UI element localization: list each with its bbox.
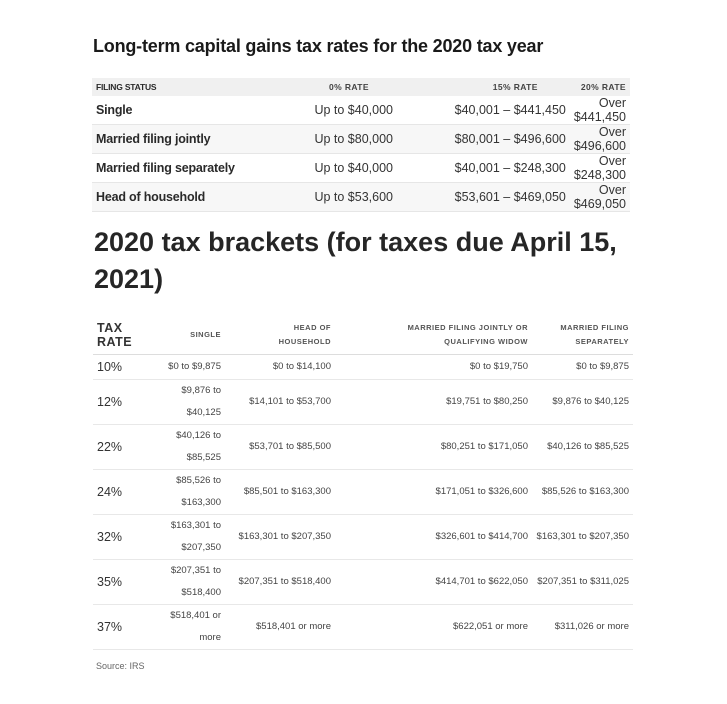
single-cell: $207,351 to $518,400 (149, 559, 225, 605)
single-cell-line1: $207,351 to (170, 565, 221, 576)
capital-gains-header-row: FILING STATUS 0% RATE 15% RATE 20% RATE (92, 78, 630, 96)
header-20-rate: 20% RATE (569, 78, 630, 96)
rate-0-cell: Up to $40,000 (247, 153, 397, 183)
capital-gains-title: Long-term capital gains tax rates for th… (93, 36, 544, 56)
table-row: 37% $518,401 or more $518,401 or more $6… (93, 604, 633, 650)
table-row: 35% $207,351 to $518,400 $207,351 to $51… (93, 559, 633, 605)
single-cell: $163,301 to $207,350 (149, 514, 225, 560)
table-row: Married filing jointly Up to $80,000 $80… (92, 124, 630, 154)
head-of-household-cell: $53,701 to $85,500 (225, 424, 335, 470)
single-cell-line2: $163,300 (181, 497, 221, 508)
tax-brackets-title: 2020 tax brackets (for taxes due April 1… (94, 227, 617, 294)
single-cell-line1: $163,301 to (170, 520, 221, 531)
married-separately-cell: $311,026 or more (532, 604, 633, 650)
rate-20-cell: Over $496,600 (569, 124, 630, 154)
tax-rate-cell: 24% (93, 469, 149, 515)
single-cell: $0 to $9,875 (149, 354, 225, 380)
married-jointly-cell: $414,701 to $622,050 (335, 559, 532, 605)
head-of-household-cell: $0 to $14,100 (225, 354, 335, 380)
table-row: Head of household Up to $53,600 $53,601 … (92, 182, 630, 212)
single-cell-line2: more (199, 632, 221, 643)
filing-status-cell: Single (92, 96, 248, 125)
married-jointly-cell: $171,051 to $326,600 (335, 469, 532, 515)
married-jointly-cell: $622,051 or more (335, 604, 532, 650)
rate-0-cell: Up to $40,000 (247, 96, 397, 125)
header-married-filing-jointly: MARRIED FILING JOINTLY OR QUALIFYING WID… (335, 316, 532, 355)
single-cell: $85,526 to $163,300 (149, 469, 225, 515)
filing-status-cell: Head of household (92, 182, 248, 212)
table-row: Married filing separately Up to $40,000 … (92, 153, 630, 183)
table-row: 22% $40,126 to $85,525 $53,701 to $85,50… (93, 424, 633, 470)
single-cell-line1: $9,876 to (181, 385, 221, 396)
header-head-of-household: HEAD OF HOUSEHOLD (225, 316, 335, 355)
single-cell-line1: $85,526 to (176, 475, 221, 486)
header-15-rate: 15% RATE (396, 78, 570, 96)
rate-0-cell: Up to $53,600 (247, 182, 397, 212)
married-separately-cell: $0 to $9,875 (532, 354, 633, 380)
filing-status-cell: Married filing separately (92, 153, 248, 183)
header-tax-rate-line1: TAX (97, 321, 123, 335)
tax-rate-cell: 32% (93, 514, 149, 560)
married-jointly-cell: $326,601 to $414,700 (335, 514, 532, 560)
rate-15-cell: $80,001 – $496,600 (396, 124, 570, 154)
header-mfs-line2: SEPARATELY (575, 337, 629, 346)
single-cell-line2: $40,125 (186, 407, 221, 418)
single-cell-line2: $518,400 (181, 587, 221, 598)
table-row: 12% $9,876 to $40,125 $14,101 to $53,700… (93, 379, 633, 425)
table-row: Single Up to $40,000 $40,001 – $441,450 … (92, 96, 630, 125)
table-row: 24% $85,526 to $163,300 $85,501 to $163,… (93, 469, 633, 515)
header-mfs-line1: MARRIED FILING (560, 323, 629, 332)
capital-gains-table: FILING STATUS 0% RATE 15% RATE 20% RATE … (92, 78, 630, 212)
header-hoh-line1: HEAD OF (293, 323, 331, 332)
tax-brackets-table: TAX RATE SINGLE HEAD OF HOUSEHOLD MARRIE… (93, 316, 633, 650)
rate-15-cell: $40,001 – $248,300 (396, 153, 570, 183)
married-separately-cell: $9,876 to $40,125 (532, 379, 633, 425)
source-note: Source: IRS (96, 661, 145, 671)
tax-rate-cell: 12% (93, 379, 149, 425)
single-cell: $9,876 to $40,125 (149, 379, 225, 425)
single-cell-line1: $40,126 to (176, 430, 221, 441)
single-cell-line1: $518,401 or (170, 610, 221, 621)
tax-rate-cell: 37% (93, 604, 149, 650)
tax-rate-cell: 10% (93, 354, 149, 380)
married-jointly-cell: $0 to $19,750 (335, 354, 532, 380)
married-separately-cell: $163,301 to $207,350 (532, 514, 633, 560)
married-separately-cell: $85,526 to $163,300 (532, 469, 633, 515)
tax-brackets-header-row: TAX RATE SINGLE HEAD OF HOUSEHOLD MARRIE… (93, 316, 633, 355)
header-married-filing-separately: MARRIED FILING SEPARATELY (532, 316, 633, 355)
tax-rate-cell: 35% (93, 559, 149, 605)
head-of-household-cell: $207,351 to $518,400 (225, 559, 335, 605)
header-tax-rate-line2: RATE (97, 335, 133, 349)
header-hoh-line2: HOUSEHOLD (278, 337, 331, 346)
head-of-household-cell: $14,101 to $53,700 (225, 379, 335, 425)
rate-0-cell: Up to $80,000 (247, 124, 397, 154)
header-mfj-line2: QUALIFYING WIDOW (444, 337, 528, 346)
header-single: SINGLE (149, 316, 225, 355)
single-cell-line2: $85,525 (186, 452, 221, 463)
tax-rate-cell: 22% (93, 424, 149, 470)
rate-20-cell: Over $441,450 (569, 96, 630, 125)
rate-20-cell: Over $248,300 (569, 153, 630, 183)
header-mfj-line1: MARRIED FILING JOINTLY OR (407, 323, 528, 332)
header-tax-rate: TAX RATE (93, 316, 149, 355)
single-cell: $40,126 to $85,525 (149, 424, 225, 470)
head-of-household-cell: $518,401 or more (225, 604, 335, 650)
filing-status-cell: Married filing jointly (92, 124, 248, 154)
single-cell-line2: $207,350 (181, 542, 221, 553)
header-filing-status: FILING STATUS (92, 78, 248, 96)
married-separately-cell: $40,126 to $85,525 (532, 424, 633, 470)
table-row: 32% $163,301 to $207,350 $163,301 to $20… (93, 514, 633, 560)
header-0-rate: 0% RATE (247, 78, 397, 96)
married-jointly-cell: $19,751 to $80,250 (335, 379, 532, 425)
rate-15-cell: $53,601 – $469,050 (396, 182, 570, 212)
rate-20-cell: Over $469,050 (569, 182, 630, 212)
head-of-household-cell: $163,301 to $207,350 (225, 514, 335, 560)
table-row: 10% $0 to $9,875 $0 to $14,100 $0 to $19… (93, 354, 633, 380)
single-cell: $518,401 or more (149, 604, 225, 650)
married-jointly-cell: $80,251 to $171,050 (335, 424, 532, 470)
married-separately-cell: $207,351 to $311,025 (532, 559, 633, 605)
rate-15-cell: $40,001 – $441,450 (396, 96, 570, 125)
head-of-household-cell: $85,501 to $163,300 (225, 469, 335, 515)
